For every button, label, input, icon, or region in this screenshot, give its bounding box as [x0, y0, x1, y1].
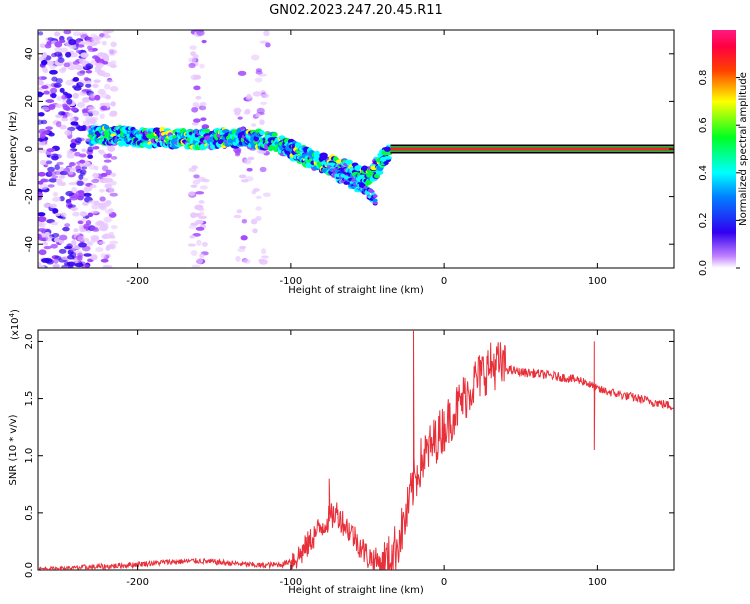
spectrogram-x-ticks: -200 -100 0 100	[126, 30, 607, 287]
colorbar-tick-label: 0.8	[698, 70, 709, 86]
stable-band-core	[390, 147, 674, 151]
spectrogram-ylabel: Frequency (Hz)	[8, 111, 19, 187]
x-tick-label: 100	[588, 577, 607, 588]
y-tick-label: -20	[24, 188, 35, 204]
snr-scale-prefix: (x10	[10, 317, 21, 340]
snr-x-ticks: -200 -100 0 100	[126, 330, 607, 588]
spectrogram-xlabel: Height of straight line (km)	[288, 285, 424, 296]
noise-region	[233, 30, 272, 265]
heatmap-cells	[38, 30, 674, 268]
figure-title: GN02.2023.247.20.45.R11	[269, 3, 443, 18]
colorbar-label: Normalized spectral amplitude	[738, 72, 749, 226]
noise-region	[187, 30, 210, 268]
snr-y-ticks: 0.0 0.5 1.0 1.5 2.0	[24, 333, 674, 578]
x-tick-label: -200	[126, 577, 149, 588]
spectrogram-heatmap	[38, 30, 674, 268]
y-tick-label: 20	[24, 95, 35, 108]
x-tick-label: 0	[441, 577, 447, 588]
colorbar: 0.0 0.2 0.4 0.6 0.8 Normalized spectral ampl…	[698, 30, 749, 276]
colorbar-ticks: 0.0 0.2 0.4 0.6 0.8	[698, 70, 740, 276]
ridge-cells	[87, 123, 393, 187]
y-tick-label: 2.0	[24, 333, 35, 349]
snr-scale-exponent: 4	[8, 312, 16, 317]
x-tick-label: 0	[441, 276, 447, 287]
colorbar-tick-label: 0.4	[698, 165, 709, 181]
colorbar-tick-label: 0.2	[698, 212, 709, 228]
snr-scale-note: (x104)	[8, 309, 21, 340]
svg-text:(x104): (x104)	[8, 309, 21, 340]
y-tick-label: 0.5	[24, 505, 35, 521]
snr-panel: -200 -100 0 100 0.0 0.5 1.0 1.5 2.0 Height of s…	[8, 309, 675, 596]
y-tick-label: -40	[24, 236, 35, 252]
snr-frame	[37, 329, 675, 571]
x-tick-label: 100	[588, 276, 607, 287]
y-tick-label: 1.0	[24, 448, 35, 464]
noise-region	[38, 30, 96, 268]
snr-xlabel: Height of straight line (km)	[288, 585, 424, 596]
snr-ylabel: SNR (10 * v/v)	[8, 414, 19, 485]
colorbar-tick-label: 0.6	[698, 117, 709, 133]
secondary-branch	[326, 165, 378, 206]
y-tick-label: 0	[24, 146, 35, 152]
y-tick-label: 0.0	[24, 562, 35, 578]
colorbar-gradient	[712, 30, 736, 268]
y-tick-label: 40	[24, 47, 35, 60]
x-tick-label: -200	[126, 276, 149, 287]
snr-series-line	[37, 329, 674, 572]
x-tick-label: -100	[280, 577, 303, 588]
spectrogram-y-ticks: -40 -20 0 20 40	[24, 47, 674, 252]
x-tick-label: -100	[280, 276, 303, 287]
y-tick-label: 1.5	[24, 391, 35, 407]
colorbar-tick-label: 0.0	[698, 260, 709, 276]
